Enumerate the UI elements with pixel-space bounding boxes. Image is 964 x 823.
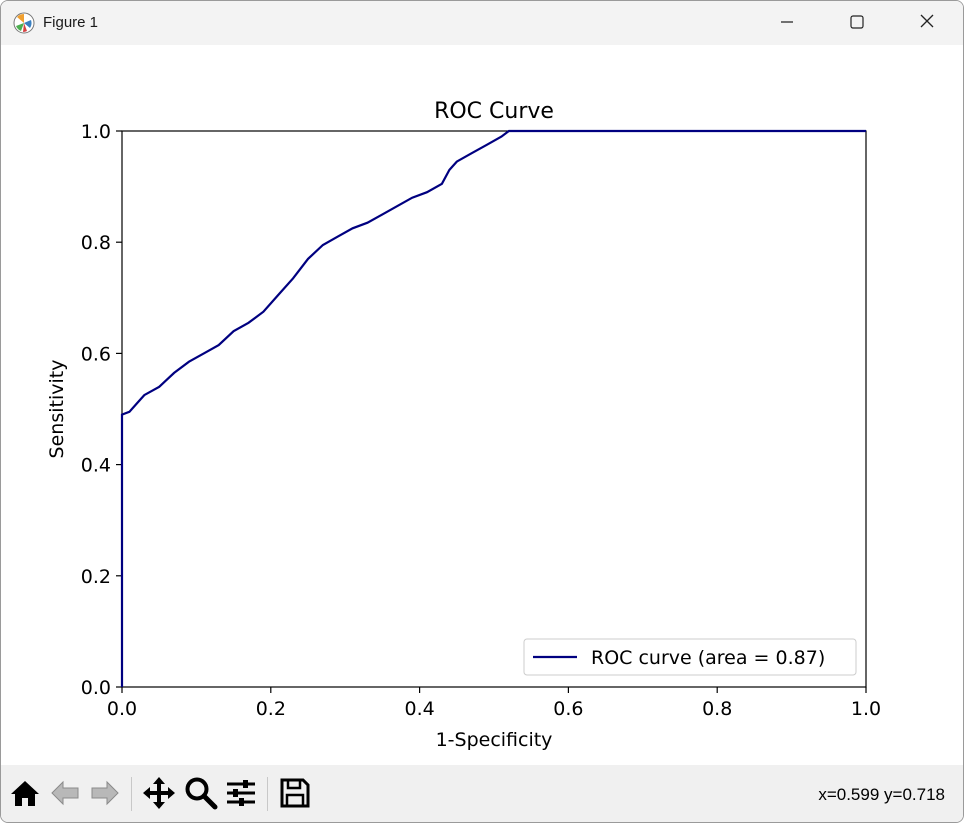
y-tick-label: 0.8 [81,232,111,254]
back-button[interactable] [47,777,83,813]
x-tick-label: 0.8 [702,698,732,720]
minimize-button[interactable] [752,1,822,45]
figure-canvas[interactable]: 0.0 0.2 0.4 0.6 0.8 1.0 0.0 0.2 0.4 0.6 0.8 1.0 ROC… [1,45,963,765]
plot-frame [121,130,867,688]
maximize-icon [850,14,864,33]
chart-title: ROC Curve [434,99,554,124]
home-icon [9,777,41,813]
y-tick-label: 0.4 [81,455,111,477]
y-axis-label: Sensitivity [46,360,68,459]
roc-chart: 0.0 0.2 0.4 0.6 0.8 1.0 0.0 0.2 0.4 0.6 0.8 1.0 ROC… [46,99,881,751]
forward-arrow-icon [89,777,121,813]
roc-curve-line [120,129,866,687]
save-button[interactable] [277,777,313,813]
x-tick-label: 1.0 [851,698,881,720]
navigation-toolbar: x=0.599 y=0.718 [1,765,963,822]
toolbar-separator [267,777,268,811]
close-button[interactable] [892,1,962,45]
x-tick-label: 0.4 [404,698,434,720]
zoom-button[interactable] [183,777,219,813]
configure-subplots-icon [225,777,257,813]
zoom-magnifier-icon [184,776,218,814]
minimize-icon [780,14,794,33]
y-tick-label: 0.2 [81,566,111,588]
pan-button[interactable] [141,777,177,813]
window-title: Figure 1 [43,14,99,31]
x-tick-label: 0.2 [256,698,286,720]
title-bar[interactable]: Figure 1 [1,1,963,45]
y-tick-label: 0.6 [81,343,111,365]
y-tick-label: 0.0 [81,677,111,699]
x-tick-label: 0.0 [107,698,137,720]
y-tick-label: 1.0 [81,121,111,143]
legend: ROC curve (area = 0.87) [523,638,857,676]
pan-move-icon [142,776,176,814]
cursor-coordinates: x=0.599 y=0.718 [818,785,945,804]
back-arrow-icon [49,777,81,813]
forward-button[interactable] [87,777,123,813]
legend-label: ROC curve (area = 0.87) [591,647,825,669]
legend-box [523,638,857,676]
matplotlib-icon [13,12,35,34]
save-floppy-icon [279,777,311,813]
toolbar-separator [131,777,132,811]
maximize-button[interactable] [822,1,892,45]
close-icon [919,13,935,33]
x-tick-label: 0.6 [553,698,583,720]
configure-subplots-button[interactable] [223,777,259,813]
home-button[interactable] [7,777,43,813]
x-axis-label: 1-Specificity [436,729,553,751]
